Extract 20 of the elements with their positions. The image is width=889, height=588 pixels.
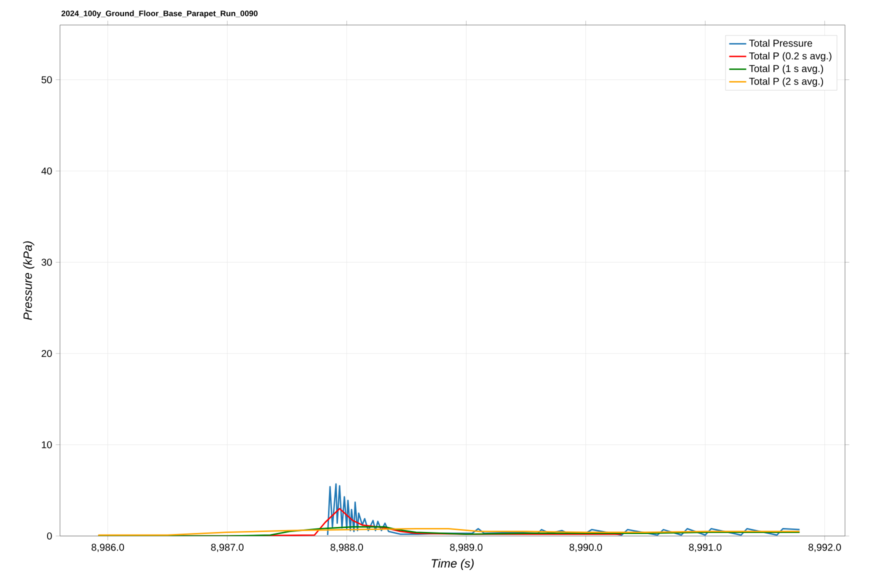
x-axis-title: Time (s): [432, 558, 474, 570]
y-tick-label: 50: [42, 76, 52, 84]
y-tick-label: 20: [42, 350, 52, 358]
legend-label: Total Pressure: [749, 39, 812, 47]
y-tick-label: 0: [47, 532, 52, 540]
x-tick-label: 8,986.0: [92, 544, 124, 552]
x-tick-label: 8,990.0: [570, 544, 602, 552]
legend-label: Total P (1 s avg.): [749, 64, 824, 74]
y-tick-label: 30: [42, 258, 52, 266]
x-tick-label: 8,988.0: [330, 544, 363, 552]
x-tick-label: 8,991.0: [689, 544, 722, 552]
x-tick-label: 8,989.0: [450, 544, 482, 552]
y-axis-title: Pressure (kPa): [23, 241, 34, 320]
legend-label: Total P (0.2 s avg.): [749, 52, 832, 62]
x-tick-label: 8,987.0: [211, 544, 244, 552]
line-series: [326, 483, 800, 536]
y-tick-label: 10: [42, 441, 52, 448]
y-tick-label: 40: [41, 167, 52, 175]
legend-label: Total P (2 s avg.): [749, 78, 824, 87]
x-tick-label: 8,992.0: [808, 544, 841, 552]
